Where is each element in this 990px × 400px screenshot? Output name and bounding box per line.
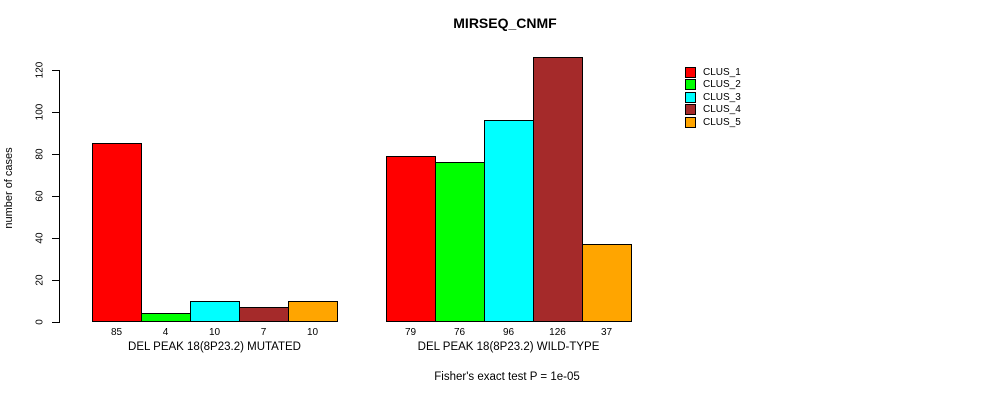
y-tick-label-100: 100	[34, 103, 46, 121]
y-tick-label-80: 80	[34, 148, 46, 160]
legend-label-clus_5: CLUS_5	[703, 116, 741, 128]
bar-value-label: 85	[110, 327, 123, 338]
y-tick-100	[52, 111, 59, 113]
bar-clus_1-group2	[386, 155, 436, 323]
y-tick-60	[52, 195, 59, 197]
legend-label-clus_2: CLUS_2	[703, 79, 741, 91]
y-tick-label-40: 40	[34, 232, 46, 244]
y-axis-label: number of cases	[3, 147, 15, 229]
y-axis-line	[59, 70, 60, 323]
bar-clus_4-group1	[239, 306, 289, 323]
x-group-label-2: DEL PEAK 18(8P23.2) WILD-TYPE	[417, 341, 600, 353]
x-group-label-1: DEL PEAK 18(8P23.2) MUTATED	[128, 341, 301, 353]
footnote-fisher-test: Fisher's exact test P = 1e-05	[434, 371, 580, 383]
bar-clus_5-group1	[288, 300, 338, 323]
legend-swatch-clus_3	[685, 91, 696, 103]
y-tick-label-120: 120	[34, 61, 46, 79]
bar-clus_3-group2	[484, 120, 534, 323]
bar-clus_5-group2	[582, 243, 632, 323]
legend-label-clus_3: CLUS_3	[703, 91, 741, 103]
legend-swatch-clus_5	[685, 116, 696, 128]
y-tick-0	[52, 321, 59, 323]
chart-title: MIRSEQ_CNMF	[453, 15, 557, 31]
bar-clus_2-group2	[435, 162, 485, 323]
bar-value-label: 37	[600, 327, 613, 338]
legend-label-clus_1: CLUS_1	[703, 67, 741, 78]
bar-value-label: 10	[208, 327, 221, 338]
bar-value-label: 10	[306, 327, 319, 338]
legend-swatch-clus_1	[685, 67, 696, 78]
bar-value-label: 126	[549, 327, 566, 338]
legend-swatch-clus_2	[685, 79, 696, 91]
bar-value-label: 79	[404, 327, 417, 338]
bar-clus_1-group1	[92, 143, 142, 323]
bar-value-label: 4	[162, 327, 169, 338]
y-tick-80	[52, 153, 59, 155]
y-tick-40	[52, 237, 59, 239]
legend-swatch-clus_4	[685, 104, 696, 116]
bar-clus_4-group2	[533, 57, 583, 323]
bar-value-label: 7	[260, 327, 267, 338]
bar-value-label: 76	[453, 327, 466, 338]
bar-value-label: 96	[502, 327, 515, 338]
y-tick-label-20: 20	[34, 274, 46, 286]
legend-label-clus_4: CLUS_4	[703, 104, 741, 116]
y-tick-label-0: 0	[34, 318, 46, 325]
bar-clus_3-group1	[190, 300, 240, 323]
y-tick-label-60: 60	[34, 190, 46, 202]
y-tick-20	[52, 279, 59, 281]
bar-clus_2-group1	[141, 313, 191, 323]
y-tick-120	[52, 70, 59, 71]
